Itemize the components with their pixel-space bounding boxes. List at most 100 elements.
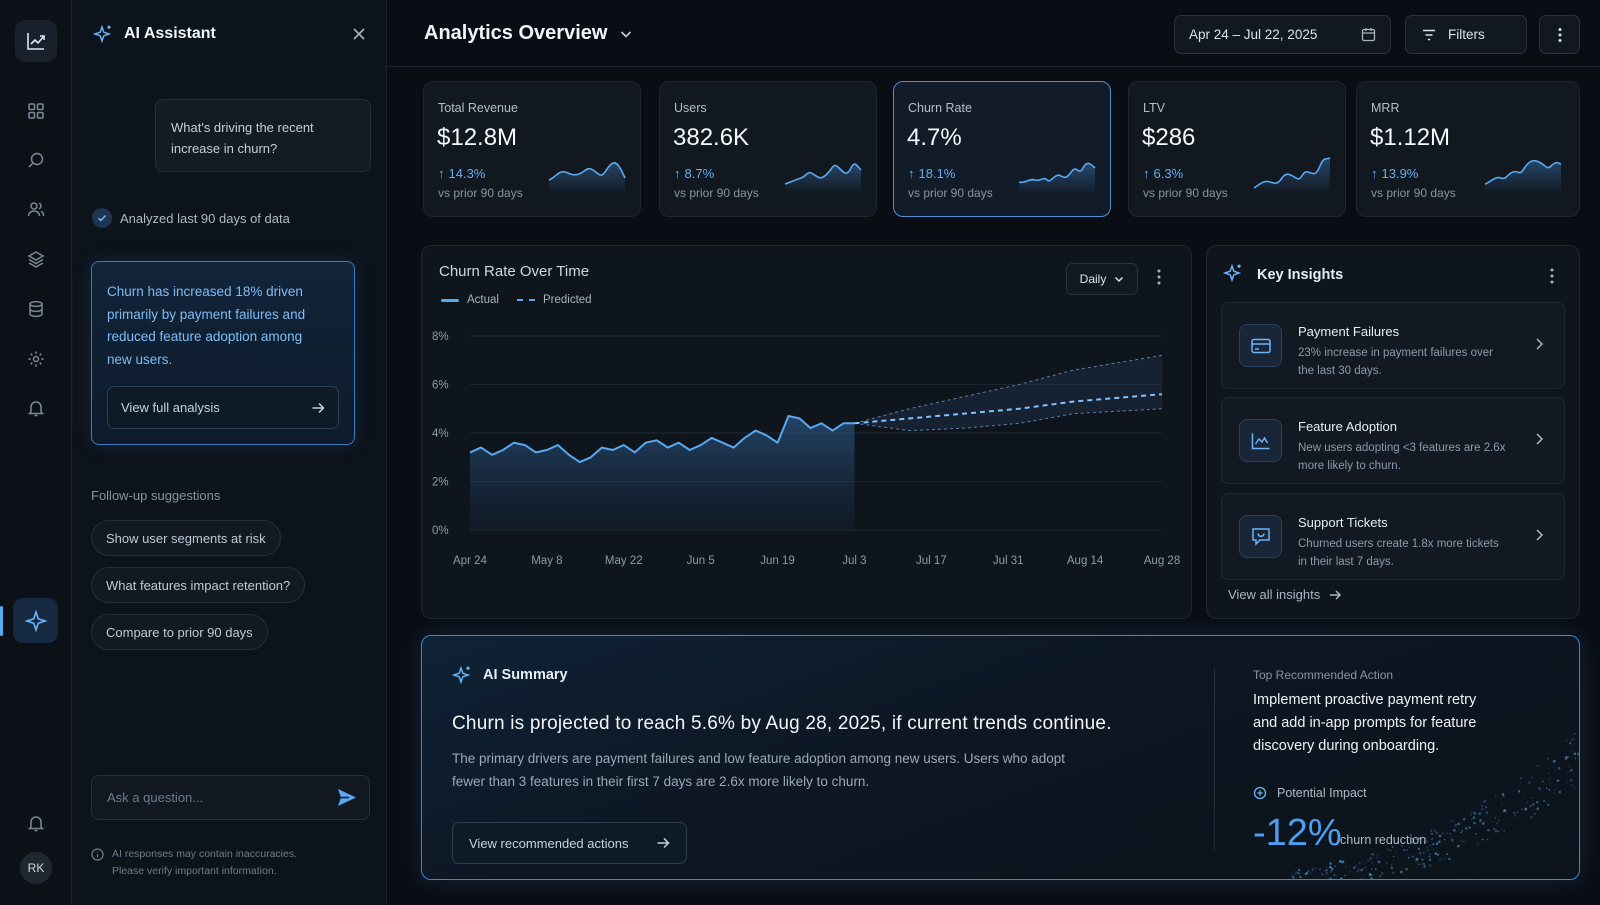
particle-dot (1309, 871, 1312, 874)
particle-dot (1341, 860, 1345, 864)
particle-dot (1446, 853, 1448, 856)
bell-icon[interactable] (22, 394, 50, 422)
database-icon[interactable] (22, 295, 50, 323)
particle-dot (1362, 874, 1365, 876)
close-icon[interactable] (352, 27, 366, 41)
particle-dot (1320, 872, 1324, 876)
particle-dot (1314, 867, 1317, 870)
particle-dot (1392, 855, 1395, 858)
chart-more-icon[interactable] (1157, 269, 1161, 285)
settings-gear-icon[interactable] (22, 345, 50, 373)
insight-feature-adoption[interactable]: Feature Adoption New users adopting <3 f… (1221, 397, 1565, 484)
arrow-up-icon: ↑ (1371, 166, 1378, 181)
particle-dot (1344, 874, 1346, 877)
suggestion-chip[interactable]: Show user segments at risk (91, 520, 281, 556)
particle-dot (1391, 871, 1395, 874)
particle-dot (1456, 844, 1460, 848)
kpi-card-churn[interactable]: Churn Rate 4.7% ↑ 18.1% vs prior 90 days (893, 81, 1111, 217)
insights-more-icon[interactable] (1550, 268, 1554, 284)
particle-dot (1485, 806, 1488, 809)
kpi-card-ltv[interactable]: LTV $286 ↑ 6.3% vs prior 90 days (1128, 81, 1346, 217)
particle-dot (1574, 757, 1577, 760)
x-tick-label: Jul 31 (993, 555, 1024, 567)
particle-dot (1292, 876, 1295, 879)
particle-dot (1442, 832, 1444, 834)
analysis-status-text: Analyzed last 90 days of data (120, 210, 290, 226)
sparkline (548, 161, 626, 194)
particle-dot (1486, 838, 1489, 841)
particle-dot (1531, 797, 1533, 799)
chevron-right-icon (1536, 433, 1544, 445)
particle-dot (1348, 871, 1351, 873)
particle-dot (1426, 849, 1430, 852)
particle-dot (1484, 800, 1487, 802)
layers-icon[interactable] (22, 245, 50, 273)
kpi-change-value: 14.3% (448, 166, 486, 181)
particle-dot (1547, 772, 1550, 775)
particle-dot (1541, 780, 1544, 783)
particle-dot (1498, 819, 1501, 822)
particle-dot (1299, 875, 1302, 879)
arrow-up-icon: ↑ (438, 166, 445, 181)
kpi-label: Users (674, 101, 707, 115)
ai-sparkle-icon (93, 24, 113, 44)
users-icon[interactable] (22, 195, 50, 223)
kpi-card-mrr[interactable]: MRR $1.12M ↑ 13.9% vs prior 90 days (1356, 81, 1580, 217)
kpi-value: $1.12M (1370, 124, 1451, 151)
ai-sparkle-nav-icon[interactable] (13, 598, 58, 643)
particle-dot (1417, 863, 1420, 866)
particle-dot (1460, 840, 1463, 843)
search-icon[interactable] (22, 146, 50, 174)
send-icon[interactable] (336, 787, 357, 808)
disclaimer-text: AI responses may contain inaccuracies. P… (112, 848, 298, 877)
more-options-button[interactable] (1539, 15, 1580, 54)
particle-dot (1370, 862, 1373, 864)
kpi-card-revenue[interactable]: Total Revenue $12.8M ↑ 14.3% vs prior 90 … (423, 81, 641, 217)
arrow-right-icon (657, 837, 670, 849)
particle-dot (1470, 818, 1473, 821)
legend-actual: Actual (441, 294, 499, 306)
dashboard-grid-icon[interactable] (22, 97, 50, 125)
insight-payment-failures[interactable]: Payment Failures 23% increase in payment… (1221, 302, 1565, 389)
assistant-answer-card: Churn has increased 18% driven primarily… (91, 261, 355, 445)
ask-question-input[interactable] (107, 790, 307, 805)
particle-dot (1375, 854, 1378, 857)
kpi-label: MRR (1371, 101, 1400, 115)
y-tick-label: 8% (432, 331, 449, 343)
page-title[interactable]: Analytics Overview (424, 22, 633, 45)
view-recommended-actions-button[interactable]: View recommended actions (452, 822, 687, 864)
particle-dot (1567, 756, 1569, 758)
kpi-card-users[interactable]: Users 382.6K ↑ 8.7% vs prior 90 days (659, 81, 877, 217)
suggestion-chip[interactable]: Compare to prior 90 days (91, 614, 268, 650)
particle-dot (1565, 739, 1568, 742)
particle-dot (1426, 846, 1429, 849)
followup-label: Follow-up suggestions (91, 488, 221, 503)
kpi-label: LTV (1143, 101, 1165, 115)
particle-dot (1519, 782, 1522, 785)
insight-support-tickets[interactable]: Support Tickets Churned users create 1.8… (1221, 493, 1565, 580)
particle-dot (1419, 853, 1421, 855)
particle-dot (1338, 860, 1342, 863)
particle-dot (1417, 847, 1421, 850)
granularity-dropdown[interactable]: Daily (1066, 263, 1138, 295)
particle-dot (1545, 787, 1548, 790)
filters-button[interactable]: Filters (1405, 15, 1527, 54)
user-avatar[interactable]: RK (20, 852, 52, 884)
particle-dot (1428, 858, 1432, 861)
date-range-picker[interactable]: Apr 24 – Jul 22, 2025 (1174, 15, 1391, 54)
view-all-insights-link[interactable]: View all insights (1228, 587, 1342, 602)
particle-dot (1325, 867, 1328, 869)
notifications-bell-icon[interactable] (22, 809, 50, 837)
particle-dot (1318, 867, 1322, 871)
particle-dot (1571, 738, 1575, 741)
header-divider (387, 66, 1600, 67)
particle-dot (1503, 830, 1505, 832)
summary-headline: Churn is projected to reach 5.6% by Aug … (452, 713, 1112, 734)
analytics-logo-icon[interactable] (15, 20, 57, 62)
suggestion-chip[interactable]: What features impact retention? (91, 567, 306, 603)
particle-dot (1408, 846, 1410, 849)
particle-dot (1311, 869, 1314, 871)
view-full-analysis-button[interactable]: View full analysis (107, 386, 339, 429)
particle-dot (1468, 826, 1471, 829)
particle-dot (1395, 851, 1397, 854)
